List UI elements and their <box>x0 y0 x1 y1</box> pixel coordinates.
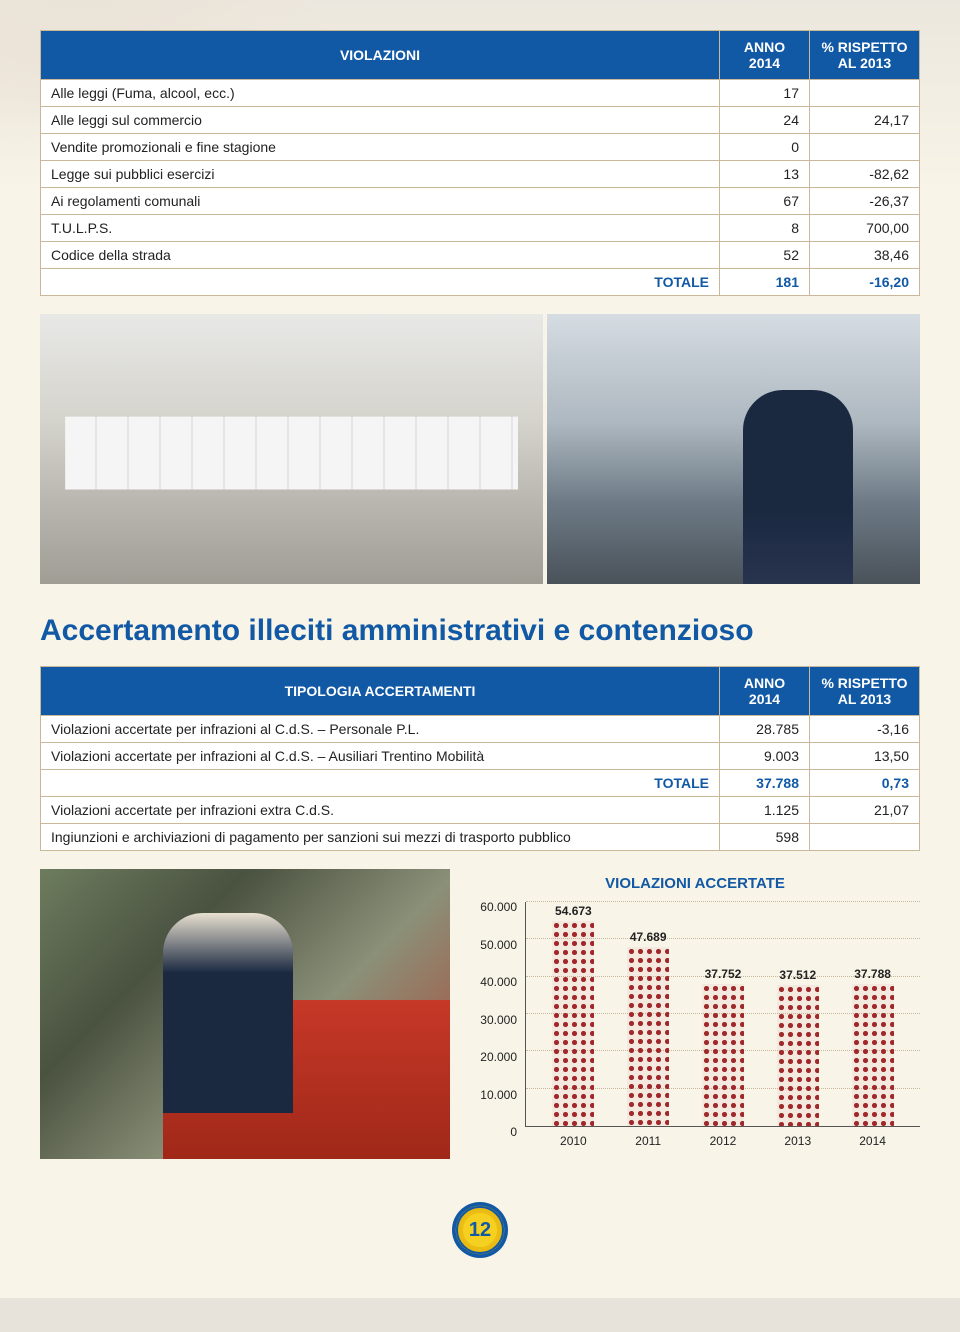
table2-header-type: TIPOLOGIA ACCERTAMENTI <box>41 667 720 716</box>
y-axis: 010.00020.00030.00040.00050.00060.000 <box>470 902 525 1127</box>
row-anno: 13 <box>720 161 810 188</box>
table2-header-pct: % RISPETTO AL 2013 <box>810 667 920 716</box>
row-pct <box>810 824 920 851</box>
table-row: Ai regolamenti comunali67-26,37 <box>41 188 920 215</box>
table1-header-year: ANNO 2014 <box>720 31 810 80</box>
row-pct: 38,46 <box>810 242 920 269</box>
total-anno: 37.788 <box>720 770 810 797</box>
table-row: Ingiunzioni e archiviazioni di pagamento… <box>41 824 920 851</box>
table-row: Alle leggi sul commercio2424,17 <box>41 107 920 134</box>
chart-row: VIOLAZIONI ACCERTATE 010.00020.00030.000… <box>40 869 920 1162</box>
row-pct: -82,62 <box>810 161 920 188</box>
chart-title: VIOLAZIONI ACCERTATE <box>470 875 920 892</box>
row-anno: 1.125 <box>720 797 810 824</box>
row-label: Codice della strada <box>41 242 720 269</box>
x-tick-label: 2012 <box>695 1134 750 1148</box>
row-anno: 9.003 <box>720 743 810 770</box>
page-number: 12 <box>469 1219 491 1242</box>
row-anno: 0 <box>720 134 810 161</box>
row-anno: 28.785 <box>720 716 810 743</box>
bar-group: 37.7522012 <box>695 967 750 1126</box>
row-pct <box>810 80 920 107</box>
table1-header-violations: VIOLAZIONI <box>41 31 720 80</box>
officer-writing-photo <box>40 869 450 1159</box>
bar <box>702 984 744 1126</box>
row-pct: 24,17 <box>810 107 920 134</box>
table2-header-year: ANNO 2014 <box>720 667 810 716</box>
row-pct: 13,50 <box>810 743 920 770</box>
bar <box>627 947 669 1126</box>
table1-header-pct: % RISPETTO AL 2013 <box>810 31 920 80</box>
row-label: Violazioni accertate per infrazioni al C… <box>41 743 720 770</box>
row-pct <box>810 134 920 161</box>
row-pct: -3,16 <box>810 716 920 743</box>
page-content: VIOLAZIONI ANNO 2014 % RISPETTO AL 2013 … <box>0 0 960 1298</box>
bar-value-label: 37.752 <box>705 967 742 981</box>
table-row: Violazioni accertate per infrazioni al C… <box>41 743 920 770</box>
table-row: T.U.L.P.S.8700,00 <box>41 215 920 242</box>
table-row: Violazioni accertate per infrazioni al C… <box>41 716 920 743</box>
accertamenti-table: TIPOLOGIA ACCERTAMENTI ANNO 2014 % RISPE… <box>40 666 920 851</box>
x-tick-label: 2011 <box>621 1134 676 1148</box>
row-label: Ai regolamenti comunali <box>41 188 720 215</box>
row-pct: 21,07 <box>810 797 920 824</box>
chart-plot-area: 54.6732010 47.6892011 37.7522012 37.5122013… <box>525 902 920 1127</box>
bar-chart: 010.00020.00030.00040.00050.00060.000 54… <box>470 902 920 1162</box>
x-tick-label: 2010 <box>546 1134 601 1148</box>
page-number-badge: 12 <box>452 1202 508 1258</box>
row-label: Vendite promozionali e fine stagione <box>41 134 720 161</box>
row-anno: 24 <box>720 107 810 134</box>
bar-group: 37.7882014 <box>845 967 900 1126</box>
bar-group: 37.5122013 <box>770 968 825 1126</box>
row-label: Violazioni accertate per infrazioni al C… <box>41 716 720 743</box>
bar-group: 47.6892011 <box>621 930 676 1126</box>
row-anno: 67 <box>720 188 810 215</box>
chart-container: VIOLAZIONI ACCERTATE 010.00020.00030.000… <box>470 869 920 1162</box>
row-label: T.U.L.P.S. <box>41 215 720 242</box>
total-label: TOTALE <box>41 269 720 296</box>
x-tick-label: 2013 <box>770 1134 825 1148</box>
violations-table: VIOLAZIONI ANNO 2014 % RISPETTO AL 2013 … <box>40 30 920 296</box>
row-anno: 598 <box>720 824 810 851</box>
market-photo <box>40 314 543 584</box>
table-row: Legge sui pubblici esercizi13-82,62 <box>41 161 920 188</box>
row-label: Alle leggi (Fuma, alcool, ecc.) <box>41 80 720 107</box>
total-pct: -16,20 <box>810 269 920 296</box>
row-label: Violazioni accertate per infrazioni extr… <box>41 797 720 824</box>
gridline <box>526 901 920 902</box>
table-row: Codice della strada5238,46 <box>41 242 920 269</box>
table-row: Violazioni accertate per infrazioni extr… <box>41 797 920 824</box>
table-row: Alle leggi (Fuma, alcool, ecc.)17 <box>41 80 920 107</box>
total-anno: 181 <box>720 269 810 296</box>
bar <box>777 985 819 1126</box>
bar-group: 54.6732010 <box>546 904 601 1126</box>
table-total-row: TOTALE181-16,20 <box>41 269 920 296</box>
x-tick-label: 2014 <box>845 1134 900 1148</box>
table-row: Vendite promozionali e fine stagione0 <box>41 134 920 161</box>
bar-value-label: 37.788 <box>854 967 891 981</box>
row-anno: 52 <box>720 242 810 269</box>
bar-value-label: 54.673 <box>555 904 592 918</box>
table-total-row: TOTALE37.7880,73 <box>41 770 920 797</box>
photo-row <box>40 314 920 584</box>
row-anno: 17 <box>720 80 810 107</box>
section-title: Accertamento illeciti amministrativi e c… <box>40 614 920 648</box>
total-label: TOTALE <box>41 770 720 797</box>
bar-value-label: 37.512 <box>779 968 816 982</box>
bar-value-label: 47.689 <box>630 930 667 944</box>
total-pct: 0,73 <box>810 770 920 797</box>
row-anno: 8 <box>720 215 810 242</box>
bar <box>552 921 594 1126</box>
row-pct: 700,00 <box>810 215 920 242</box>
bar <box>852 984 894 1126</box>
page-badge-row: 12 <box>40 1202 920 1258</box>
row-label: Alle leggi sul commercio <box>41 107 720 134</box>
traffic-officer-photo <box>547 314 920 584</box>
row-label: Legge sui pubblici esercizi <box>41 161 720 188</box>
row-pct: -26,37 <box>810 188 920 215</box>
row-label: Ingiunzioni e archiviazioni di pagamento… <box>41 824 720 851</box>
